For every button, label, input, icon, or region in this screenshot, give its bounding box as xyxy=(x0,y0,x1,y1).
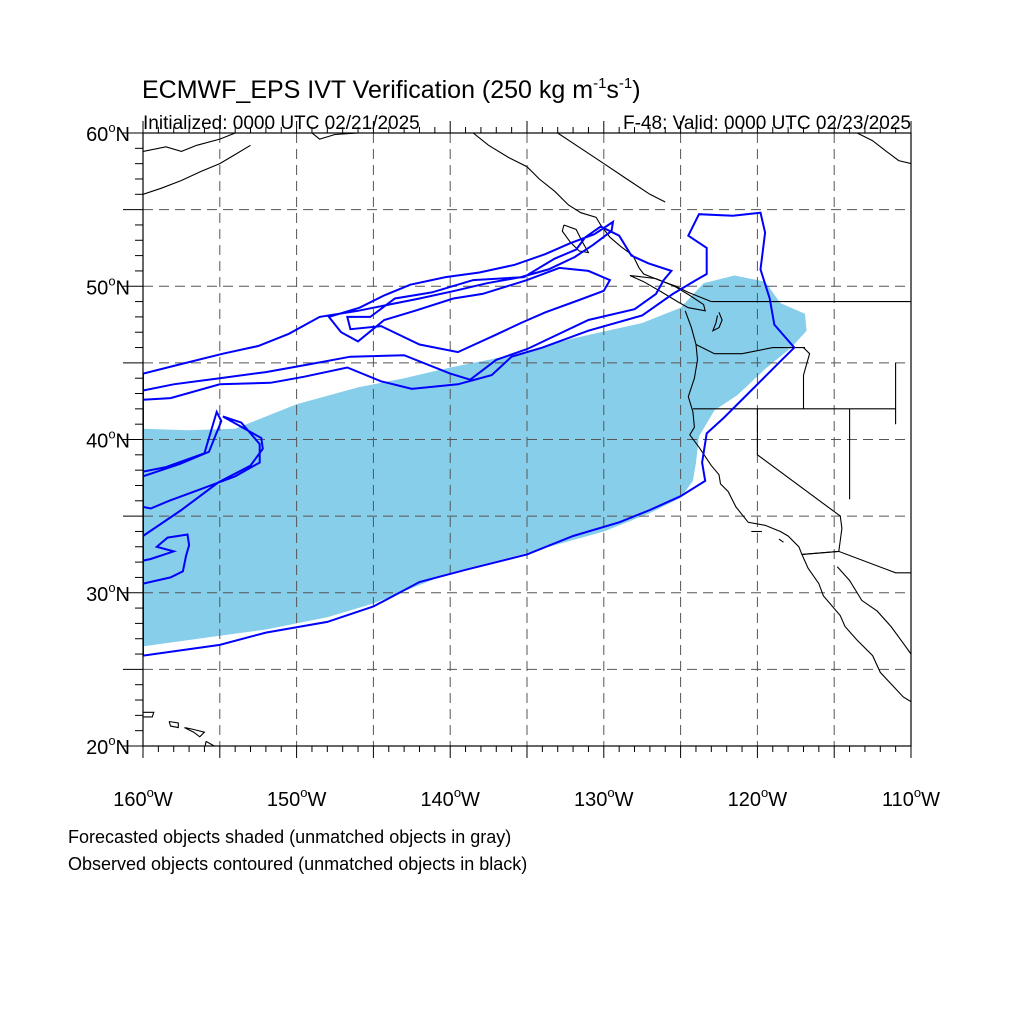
chart-title: ECMWF_EPS IVT Verification (250 kg m-1s-… xyxy=(142,75,641,104)
coastline-segment xyxy=(801,550,911,574)
title-sup-1: -1 xyxy=(593,75,606,92)
coastline-segment xyxy=(143,133,242,152)
axis-ticks xyxy=(123,121,912,758)
footnote-forecast: Forecasted objects shaded (unmatched obj… xyxy=(68,827,511,847)
lon-label: 130oW xyxy=(574,785,634,811)
lat-label: 30oN xyxy=(86,580,130,606)
coastline-segment xyxy=(629,274,706,312)
coastline-segment xyxy=(184,727,206,738)
coastline-segment xyxy=(311,133,359,140)
lon-label: 160oW xyxy=(113,785,173,811)
valid-label: F-48: Valid: 0000 UTC 02/23/2025 xyxy=(623,113,911,134)
title-end: ) xyxy=(632,76,640,104)
lon-label: 120oW xyxy=(728,785,788,811)
lat-label: 20oN xyxy=(86,733,130,759)
lat-label: 60oN xyxy=(86,120,130,146)
coastline-segment xyxy=(557,133,666,203)
footnote-observed: Observed objects contoured (unmatched ob… xyxy=(68,854,527,874)
coastline-segment xyxy=(143,144,251,195)
coastline-segment xyxy=(802,347,811,409)
lon-label: 110oW xyxy=(882,785,940,811)
coastline-segment xyxy=(711,312,723,332)
longitude-labels: 160oW 150oW 140oW 130oW 120oW 110oW xyxy=(113,785,940,811)
lat-label: 50oN xyxy=(86,273,130,299)
lon-label: 150oW xyxy=(267,785,327,811)
coastline-segment xyxy=(684,310,911,703)
observed-contour xyxy=(143,211,796,657)
coastline-segment xyxy=(168,720,179,729)
title-sup-2: -1 xyxy=(619,75,632,92)
title-main: ECMWF_EPS IVT Verification (250 kg m xyxy=(142,76,593,104)
observed-ivt-contours xyxy=(143,211,796,657)
lat-label: 40oN xyxy=(86,427,130,453)
coastline-segment xyxy=(143,711,155,718)
map-plot-area: 60oN 50oN 40oN 30oN 20oN 160oW 150oW 140oW 130o… xyxy=(86,120,940,811)
latitude-labels: 60oN 50oN 40oN 30oN 20oN xyxy=(86,120,130,759)
observed-contour xyxy=(143,533,191,585)
coastline-segment xyxy=(695,344,805,355)
coastline-segment xyxy=(778,538,784,543)
lon-label: 140oW xyxy=(420,785,480,811)
forecast-ivt-object xyxy=(143,275,807,647)
coastline-segment xyxy=(836,566,911,655)
coastline-segment xyxy=(856,133,911,165)
title-mid: s xyxy=(606,76,619,104)
initialized-label: Initialized: 0000 UTC 02/21/2025 xyxy=(143,113,420,134)
graticule xyxy=(143,133,911,746)
observed-contour xyxy=(143,409,264,538)
